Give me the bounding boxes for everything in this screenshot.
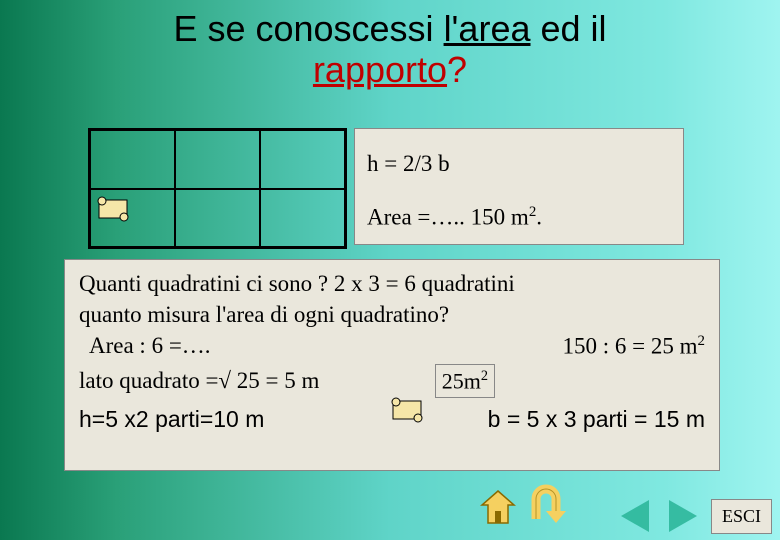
- line-lato: lato quadrato =√ 25 = 5 m 25m2: [79, 364, 705, 398]
- home-button[interactable]: [478, 487, 518, 532]
- grid-3x2: [88, 128, 347, 249]
- title-mid: ed il: [531, 8, 607, 49]
- exit-button[interactable]: ESCI: [711, 499, 772, 534]
- scroll-icon: [390, 395, 424, 425]
- scroll-icon: [96, 194, 130, 224]
- result-150-6: 150 : 6 = 25 m2: [563, 333, 705, 360]
- grid-cell: [175, 130, 260, 189]
- grid-cell: [175, 189, 260, 248]
- grid-row: [90, 130, 345, 189]
- title-pre: E se conoscessi: [173, 8, 443, 49]
- nav-controls: ESCI: [615, 496, 772, 536]
- title-u2: rapporto: [313, 49, 447, 90]
- main-text-box: Quanti quadratini ci sono ? 2 x 3 = 6 qu…: [64, 259, 720, 471]
- line-quanto: quanto misura l'area di ogni quadratino?: [79, 302, 705, 328]
- grid-cell: [260, 130, 345, 189]
- formula-line2: Area =….. 150 m2.: [367, 204, 671, 231]
- grid-cell: [90, 130, 175, 189]
- slide-title: E se conoscessi l'area ed il rapporto?: [0, 0, 780, 91]
- prev-button[interactable]: [615, 496, 655, 536]
- line-quanti: Quanti quadratini ci sono ? 2 x 3 = 6 qu…: [79, 271, 705, 297]
- title-qmark: ?: [447, 49, 467, 90]
- formula-line1: h = 2/3 b: [367, 151, 671, 177]
- title-u1: l'area: [444, 8, 531, 49]
- formula-box: h = 2/3 b Area =….. 150 m2.: [354, 128, 684, 245]
- grid-cell: [260, 189, 345, 248]
- uturn-button[interactable]: [524, 483, 568, 532]
- line-area6: Area : 6 =…. 150 : 6 = 25 m2: [79, 333, 705, 360]
- box-25m2: 25m2: [435, 364, 495, 398]
- next-button[interactable]: [663, 496, 703, 536]
